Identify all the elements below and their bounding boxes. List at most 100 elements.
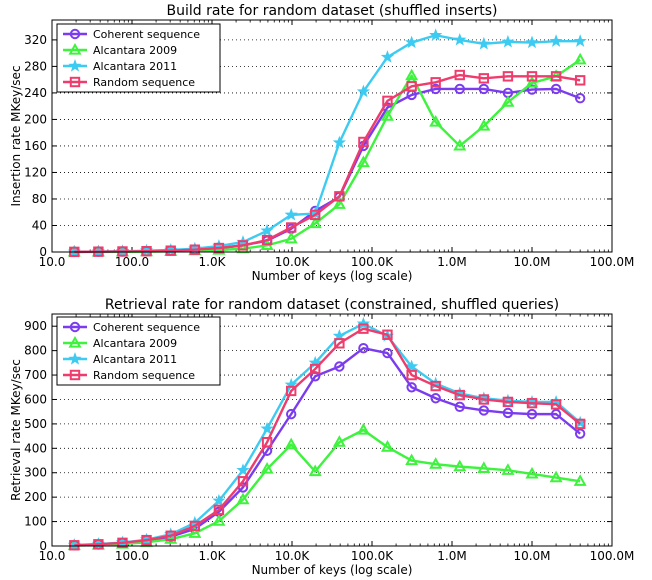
data-point [550,399,562,410]
data-point [525,35,539,49]
y-tick-label: 300 [24,466,47,480]
data-point [454,389,465,401]
chart-title: Retrieval rate for random dataset (const… [105,297,559,313]
data-point [477,461,491,473]
data-point [405,453,419,466]
x-axis-label: Number of keys (log scale) [252,269,413,283]
legend-marker [68,335,82,348]
y-tick-label: 320 [24,33,47,47]
plot-frame [51,313,613,547]
x-tick-label: 100.0 [115,549,149,563]
data-point [188,526,202,538]
legend-label: Random sequence [93,369,195,382]
legend-marker [69,28,81,40]
y-tick-label: 900 [24,319,47,333]
data-point [526,397,538,409]
data-point [356,155,370,168]
data-point [358,136,369,148]
plot-frame [51,19,613,253]
data-point [478,73,490,84]
data-point [141,246,152,257]
y-axis-label: Insertion rate MKey/sec [9,65,23,206]
x-tick-label: 1.0M [437,549,466,563]
data-point [574,75,586,86]
chart-1: 0 40 80 120 160 200 240 280 320 10.0 100.0 1.0K 10.0… [9,3,634,283]
data-point [429,457,443,469]
data-point [165,245,176,256]
data-point [310,209,321,221]
data-point [332,435,346,447]
data-point [69,540,80,551]
data-point [93,539,104,550]
y-tick-label: 280 [24,59,47,73]
data-point [526,84,538,95]
chart-title: Build rate for random dataset (shuffled … [167,3,498,19]
data-point [284,231,298,244]
series-random-sequence [69,69,586,258]
y-tick-label: 0 [39,539,47,553]
data-point [260,421,274,435]
data-point [550,71,562,82]
data-point [525,75,539,88]
data-point [478,83,490,95]
data-point [380,109,394,121]
x-tick-label: 100.0M [590,255,635,269]
data-point [285,222,297,233]
y-tick-label: 40 [32,218,47,232]
data-point [382,95,393,107]
data-point [212,493,226,507]
legend-label: Alcantara 2011 [93,353,177,366]
x-tick-label: 1.0K [199,255,227,269]
data-point [358,342,369,354]
x-tick-label: 100.0M [590,549,635,563]
y-axis-label: Retrieval rate MKey/sec [9,359,23,501]
data-point [334,338,345,349]
data-point [406,382,417,393]
data-point [189,520,201,532]
data-point [334,361,345,372]
data-point [453,32,467,46]
y-tick-label: 120 [24,165,47,179]
data-point [573,474,587,486]
x-tick-label: 1.0M [437,255,466,269]
data-point [310,363,321,375]
legend-marker [68,42,82,55]
data-point [284,207,298,221]
data-point [574,93,586,104]
data-point [260,223,274,237]
data-point [117,246,128,257]
x-tick-label: 100.0 [115,255,149,269]
series-line [74,73,581,254]
data-point [213,504,225,516]
x-axis-label: Number of keys (log scale) [252,563,413,577]
data-point [429,28,443,41]
legend-marker [68,59,82,72]
x-tick-label: 10.0M [513,255,550,269]
data-point [478,405,490,416]
data-point [454,401,465,412]
x-tick-label: 100.0K [351,549,394,563]
y-tick-label: 800 [24,344,47,358]
data-point [382,329,393,340]
data-point [406,81,417,92]
data-point [430,393,441,404]
data-point [573,52,587,65]
data-point [453,459,467,472]
x-tick-label: 10.0 [39,255,66,269]
data-point [285,408,297,420]
series-coherent-sequence [69,83,586,258]
data-point [380,50,395,63]
x-tick-label: 10.0 [39,549,66,563]
data-point [502,71,514,82]
y-tick-label: 600 [24,392,47,406]
data-point [454,83,465,95]
data-point [237,240,249,251]
data-point [236,463,250,476]
data-point [502,396,514,408]
data-point [332,135,346,149]
x-tick-label: 10.0M [513,549,550,563]
legend-label: Alcantara 2011 [93,60,177,73]
series-line [74,87,581,254]
data-point [405,68,419,81]
